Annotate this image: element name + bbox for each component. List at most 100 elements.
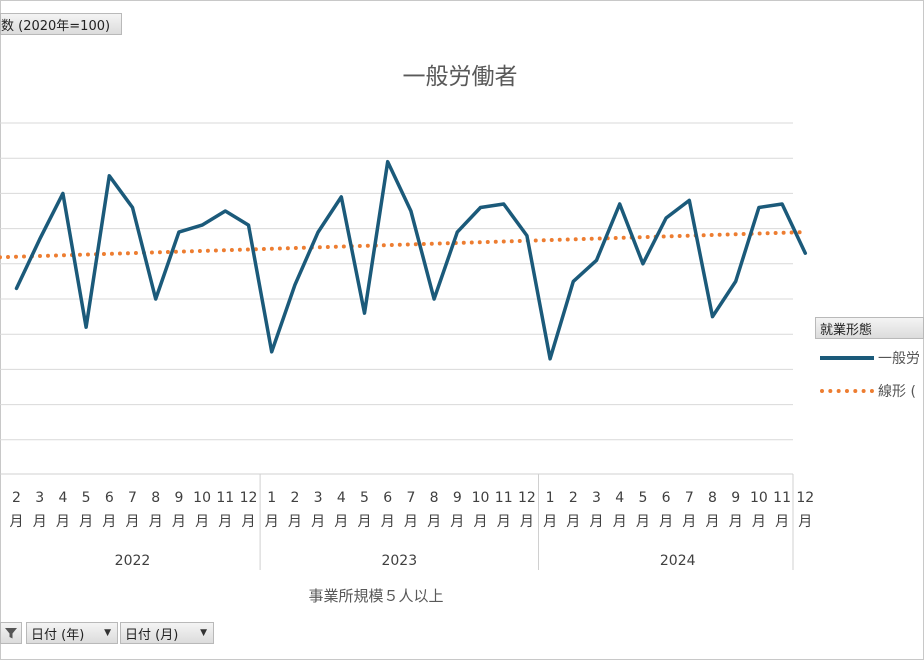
x-tick-unit-label: 月 (172, 514, 186, 530)
x-tick-unit-label: 月 (729, 514, 743, 530)
x-tick-unit-label: 月 (427, 514, 441, 530)
filter-button[interactable] (0, 622, 22, 644)
x-tick-unit-label: 月 (497, 514, 511, 530)
x-tick-unit-label: 月 (404, 514, 418, 530)
x-tick-label: 10 (193, 490, 211, 506)
x-axis: 2月3月4月5月6月7月8月9月10月11月12月1月2月3月4月5月6月7月8… (0, 473, 814, 570)
x-tick-label: 7 (128, 490, 137, 506)
month-field-label: 日付 (月) (125, 627, 179, 643)
x-tick-unit-label: 月 (126, 514, 140, 530)
x-tick-unit-label: 月 (288, 514, 302, 530)
x-tick-label: 7 (685, 490, 694, 506)
x-tick-unit-label: 月 (334, 514, 348, 530)
x-tick-unit-label: 月 (102, 514, 116, 530)
x-group-label: 2023 (381, 553, 417, 569)
dropdown-arrow-icon: ▼ (200, 628, 207, 638)
legend-dotted-swatch (820, 389, 874, 393)
x-tick-label: 9 (731, 490, 740, 506)
x-tick-unit-label: 月 (242, 514, 256, 530)
x-tick-label: 8 (151, 490, 160, 506)
x-tick-unit-label: 月 (706, 514, 720, 530)
x-tick-unit-label: 月 (798, 514, 812, 530)
x-tick-label: 9 (453, 490, 462, 506)
x-tick-unit-label: 月 (659, 514, 673, 530)
x-tick-label: 11 (495, 490, 513, 506)
x-tick-label: 2 (290, 490, 299, 506)
x-tick-unit-label: 月 (682, 514, 696, 530)
x-tick-unit-label: 月 (311, 514, 325, 530)
x-tick-unit-label: 月 (543, 514, 557, 530)
legend-item-trendline[interactable]: 線形 ( (820, 381, 924, 401)
chart-title: 一般労働者 (403, 64, 518, 90)
x-tick-label: 4 (337, 490, 346, 506)
legend-item-series[interactable]: 一般労 (820, 348, 924, 368)
legend-series-label: 一般労 (878, 351, 920, 367)
x-tick-label: 3 (35, 490, 44, 506)
x-tick-unit-label: 月 (752, 514, 766, 530)
x-tick-label: 1 (267, 490, 276, 506)
x-tick-label: 3 (314, 490, 323, 506)
x-tick-unit-label: 月 (79, 514, 93, 530)
x-tick-label: 7 (406, 490, 415, 506)
x-group-label: 2024 (660, 553, 696, 569)
x-tick-unit-label: 月 (520, 514, 534, 530)
x-tick-unit-label: 月 (636, 514, 650, 530)
x-tick-unit-label: 月 (33, 514, 47, 530)
x-tick-unit-label: 月 (474, 514, 488, 530)
filter-icon (5, 628, 17, 639)
x-tick-label: 5 (360, 490, 369, 506)
x-tick-label: 2 (569, 490, 578, 506)
legend-title: 就業形態 (820, 322, 873, 338)
x-tick-label: 11 (773, 490, 791, 506)
x-tick-label: 12 (796, 490, 814, 506)
x-tick-label: 9 (174, 490, 183, 506)
legend-title-button[interactable]: 就業形態 (815, 317, 924, 339)
x-tick-label: 1 (546, 490, 555, 506)
x-tick-unit-label: 月 (450, 514, 464, 530)
month-field-button[interactable]: 日付 (月) ▼ (120, 622, 214, 644)
x-group-label: 2022 (115, 553, 151, 569)
x-tick-label: 6 (383, 490, 392, 506)
legend-line-swatch (820, 356, 874, 360)
x-tick-unit-label: 月 (56, 514, 70, 530)
year-field-label: 日付 (年) (31, 627, 85, 643)
x-tick-label: 6 (105, 490, 114, 506)
x-tick-unit-label: 月 (775, 514, 789, 530)
x-tick-label: 4 (615, 490, 624, 506)
x-tick-label: 11 (216, 490, 234, 506)
year-field-button[interactable]: 日付 (年) ▼ (26, 622, 118, 644)
x-tick-label: 3 (592, 490, 601, 506)
value-field-label: 数 (2020年=100) (1, 18, 111, 34)
x-tick-unit-label: 月 (218, 514, 232, 530)
x-tick-label: 12 (240, 490, 258, 506)
x-tick-label: 5 (82, 490, 91, 506)
x-tick-label: 8 (708, 490, 717, 506)
x-tick-label: 12 (518, 490, 536, 506)
x-tick-unit-label: 月 (590, 514, 604, 530)
legend-trend-label: 線形 ( (878, 384, 916, 400)
trendline-layer (0, 230, 808, 260)
x-tick-unit-label: 月 (381, 514, 395, 530)
series-layer (14, 159, 808, 361)
x-tick-label: 8 (430, 490, 439, 506)
gridlines (0, 122, 793, 441)
x-tick-label: 6 (662, 490, 671, 506)
x-tick-unit-label: 月 (265, 514, 279, 530)
trendline (0, 230, 808, 260)
x-tick-unit-label: 月 (358, 514, 372, 530)
series-line (14, 159, 808, 361)
x-tick-unit-label: 月 (613, 514, 627, 530)
x-tick-label: 10 (472, 490, 490, 506)
x-tick-label: 10 (750, 490, 768, 506)
x-tick-unit-label: 月 (10, 514, 24, 530)
x-tick-unit-label: 月 (149, 514, 163, 530)
value-field-button[interactable]: 数 (2020年=100) (0, 13, 122, 35)
x-tick-label: 4 (58, 490, 67, 506)
x-tick-label: 5 (638, 490, 647, 506)
x-tick-unit-label: 月 (195, 514, 209, 530)
x-axis-title: 事業所規模５人以上 (308, 587, 443, 605)
x-tick-label: 2 (12, 490, 21, 506)
x-tick-unit-label: 月 (566, 514, 580, 530)
dropdown-arrow-icon: ▼ (104, 628, 111, 638)
